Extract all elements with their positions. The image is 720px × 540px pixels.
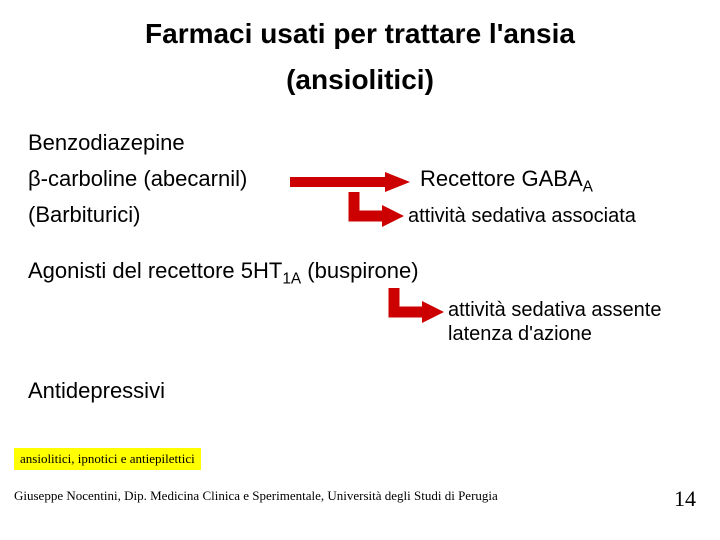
slide-title-line1: Farmaci usati per trattare l'ansia — [0, 18, 720, 50]
beta-symbol: β — [28, 166, 41, 191]
arrow-straight-icon — [290, 170, 410, 194]
agonisti-sub: 1A — [282, 270, 301, 287]
text-agonisti: Agonisti del recettore 5HT1A (buspirone) — [28, 258, 419, 288]
agonisti-post: (buspirone) — [301, 258, 418, 283]
text-barbiturici: (Barbiturici) — [28, 202, 140, 228]
page-number: 14 — [674, 486, 696, 512]
arrow-elbow-2-icon — [388, 288, 444, 328]
sedativa-assente-l2: latenza d'azione — [448, 322, 661, 346]
footer-author: Giuseppe Nocentini, Dip. Medicina Clinic… — [14, 488, 498, 504]
sedativa-assente-l1: attività sedativa assente — [448, 298, 661, 322]
text-carboline: β-carboline (abecarnil) — [28, 166, 247, 192]
slide-title-line2: (ansiolitici) — [0, 64, 720, 96]
agonisti-pre: Agonisti del recettore 5HT — [28, 258, 282, 283]
arrow-elbow-1-icon — [348, 192, 404, 232]
gaba-pre: Recettore GABA — [420, 166, 583, 191]
text-sedativa-assente: attività sedativa assente latenza d'azio… — [448, 298, 661, 346]
text-benzodiazepine: Benzodiazepine — [28, 130, 185, 156]
text-recettore-gaba: Recettore GABAA — [420, 166, 593, 196]
carboline-rest: -carboline (abecarnil) — [41, 166, 248, 191]
text-antidepressivi: Antidepressivi — [28, 378, 165, 404]
text-sedativa-associata: attività sedativa associata — [408, 205, 636, 228]
footer-highlight: ansiolitici, ipnotici e antiepilettici — [14, 448, 201, 470]
gaba-sub: A — [583, 178, 593, 195]
